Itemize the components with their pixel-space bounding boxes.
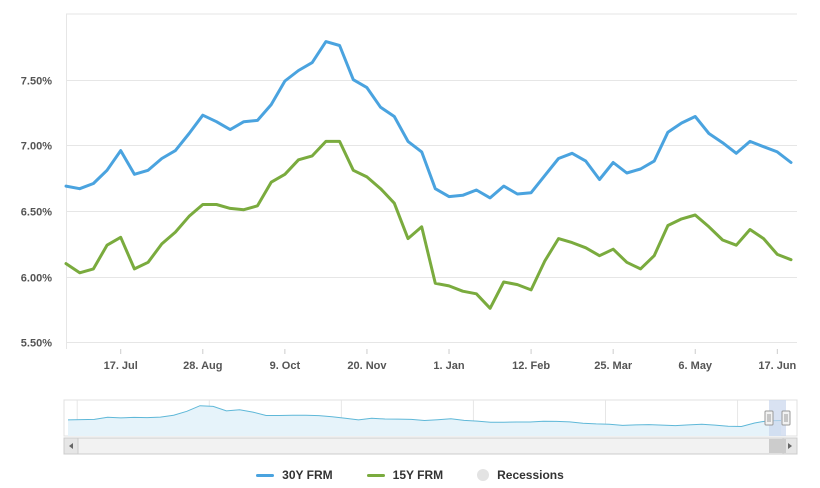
legend-item-15y[interactable]: 15Y FRM [366, 468, 444, 482]
x-tick-label: 17. Jul [104, 360, 138, 372]
x-axis-ticks: 17. Jul 28. Aug 9. Oct 20. Nov 1. Jan 12. Feb… [104, 349, 797, 372]
x-tick-label: 25. Mar [594, 360, 633, 372]
legend-swatch-recessions [477, 469, 490, 481]
legend-label-15y: 15Y FRM [392, 468, 444, 482]
y-tick-label: 7.00% [21, 141, 52, 153]
x-tick-label: 28. Aug [183, 360, 222, 372]
legend-swatch-30y [256, 473, 275, 477]
navigator-handle-left[interactable] [764, 410, 774, 426]
legend-item-30y[interactable]: 30Y FRM [256, 468, 333, 482]
x-tick-label: 17. Jun [758, 360, 796, 372]
navigator-handle-right[interactable] [781, 410, 791, 426]
grid-lines [66, 13, 797, 349]
scroll-right-arrow-icon [788, 443, 792, 449]
x-tick-label: 6. May [678, 360, 713, 372]
navigator-selection[interactable] [769, 400, 786, 436]
series-line-30y[interactable] [64, 40, 793, 200]
y-tick-label: 6.00% [21, 273, 52, 285]
x-tick-label: 20. Nov [347, 360, 387, 372]
scrollbar-track[interactable] [63, 437, 798, 455]
y-tick-label: 6.50% [21, 207, 52, 219]
x-tick-label: 9. Oct [270, 360, 301, 372]
x-tick-label: 1. Jan [433, 360, 464, 372]
navigator[interactable]: 197019801990200020102020 [63, 399, 798, 455]
scrollbar-thumb[interactable] [769, 439, 786, 453]
y-tick-label: 5.50% [21, 338, 52, 350]
legend-label-30y: 30Y FRM [282, 468, 333, 482]
legend-swatch-15y [366, 473, 385, 477]
y-axis-ticks: 5.50% 6.00% 6.50% 7.00% 7.50% [21, 76, 52, 350]
legend-label-recessions: Recessions [497, 468, 564, 482]
legend-item-recessions[interactable]: Recessions [477, 468, 564, 482]
navigator-line [67, 405, 782, 428]
x-tick-label: 12. Feb [512, 360, 550, 372]
legend: 30Y FRM 15Y FRM Recessions [0, 468, 820, 482]
series-line-15y[interactable] [64, 139, 793, 310]
scroll-left-arrow-icon [69, 443, 73, 449]
y-tick-label: 7.50% [21, 76, 52, 88]
series-layer[interactable] [64, 40, 793, 310]
